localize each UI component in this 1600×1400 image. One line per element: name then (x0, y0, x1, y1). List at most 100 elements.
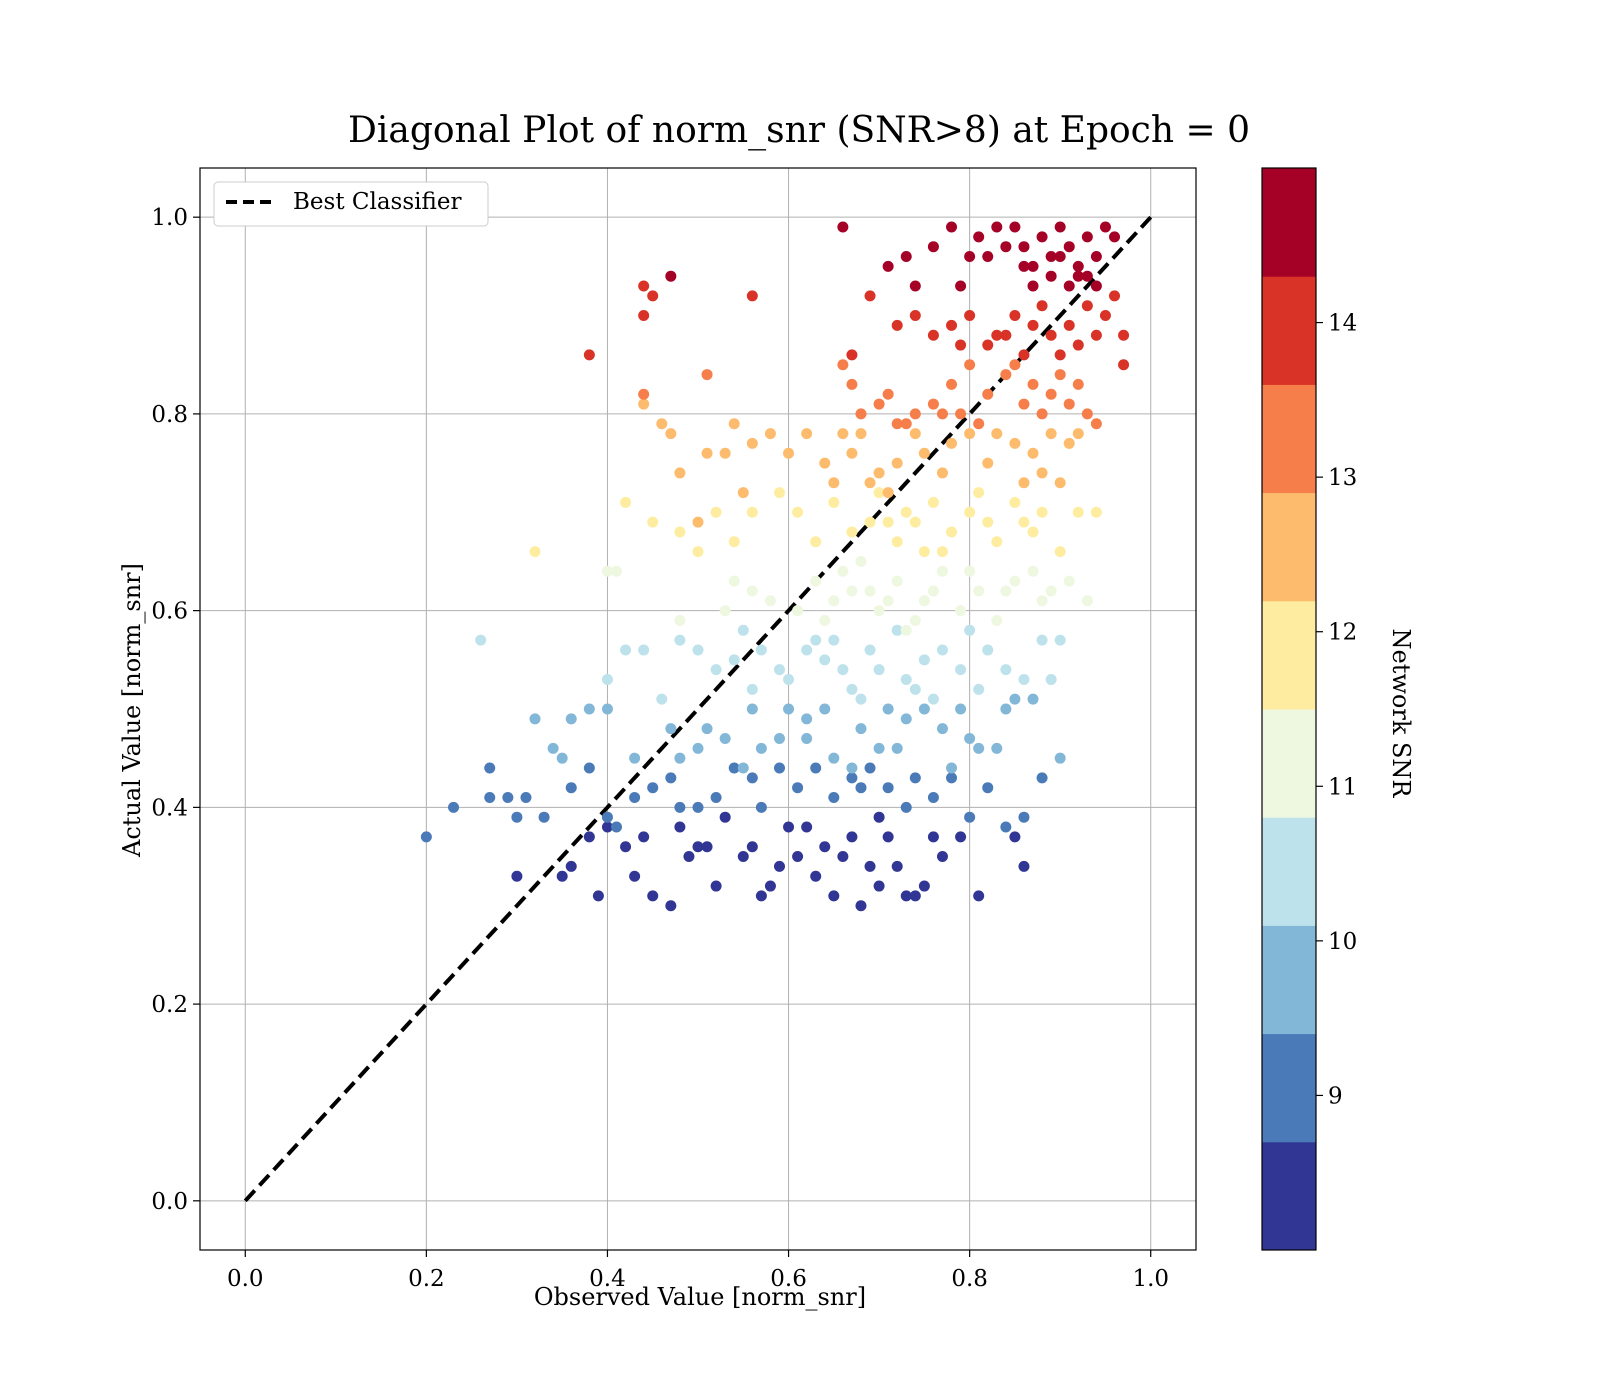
scatter-point (946, 437, 958, 449)
scatter-point (891, 624, 903, 636)
scatter-point (692, 546, 704, 558)
scatter-point (601, 673, 613, 685)
scatter-point (882, 595, 894, 607)
scatter-point (719, 733, 731, 745)
scatter-point (792, 782, 804, 794)
scatter-point (873, 398, 885, 410)
scatter-point (828, 792, 840, 804)
scatter-point (1045, 329, 1057, 341)
colorbar-tick-label: 11 (1328, 774, 1357, 800)
scatter-point (538, 811, 550, 823)
scatter-point (991, 742, 1003, 754)
scatter-point (955, 408, 967, 420)
scatter-point (909, 614, 921, 626)
scatter-point (801, 733, 813, 745)
scatter-point (764, 428, 776, 440)
scatter-point (828, 496, 840, 508)
scatter-point (638, 310, 650, 322)
scatter-point (855, 408, 867, 420)
scatter-point (629, 870, 641, 882)
scatter-point (583, 831, 595, 843)
scatter-point (1009, 831, 1021, 843)
scatter-point (728, 575, 740, 587)
scatter-point (448, 801, 460, 813)
scatter-point (1036, 467, 1048, 479)
scatter-point (1109, 290, 1121, 302)
scatter-point (1045, 673, 1057, 685)
scatter-point (900, 673, 912, 685)
scatter-point (982, 339, 994, 351)
scatter-point (846, 447, 858, 459)
scatter-point (656, 693, 668, 705)
scatter-point (936, 723, 948, 735)
scatter-point (710, 792, 722, 804)
scatter-point (1036, 772, 1048, 784)
scatter-point (1000, 329, 1012, 341)
scatter-point (882, 388, 894, 400)
scatter-point (701, 369, 713, 381)
scatter-point (882, 487, 894, 499)
scatter-point (1036, 595, 1048, 607)
scatter-point (936, 546, 948, 558)
y-tick-label: 0.6 (151, 599, 188, 625)
scatter-point (946, 319, 958, 331)
scatter-point (783, 821, 795, 833)
scatter-point (1063, 575, 1075, 587)
y-tick-label: 0.4 (151, 795, 188, 821)
scatter-point (1090, 251, 1102, 263)
scatter-point (918, 595, 930, 607)
scatter-point (991, 329, 1003, 341)
scatter-point (855, 428, 867, 440)
scatter-point (556, 752, 568, 764)
scatter-point (846, 349, 858, 361)
x-tick-label: 0.0 (227, 1266, 264, 1292)
scatter-point (683, 851, 695, 863)
colorbar-tick-label: 9 (1328, 1083, 1343, 1109)
scatter-point (737, 487, 749, 499)
scatter-point (1072, 270, 1084, 282)
scatter-point (1036, 634, 1048, 646)
scatter-point (955, 664, 967, 676)
scatter-point (1027, 319, 1039, 331)
scatter-point (601, 565, 613, 577)
scatter-point (900, 251, 912, 263)
scatter-point (927, 241, 939, 253)
scatter-point (855, 555, 867, 567)
scatter-point (1054, 546, 1066, 558)
scatter-point (1063, 319, 1075, 331)
scatter-point (846, 683, 858, 695)
scatter-point (674, 752, 686, 764)
scatter-point (891, 418, 903, 430)
scatter-point (601, 703, 613, 715)
y-axis-label: Actual Value [norm_snr] (118, 563, 146, 858)
scatter-point (828, 477, 840, 489)
scatter-point (484, 762, 496, 774)
scatter-point (1027, 447, 1039, 459)
scatter-point (955, 339, 967, 351)
scatter-point (592, 890, 604, 902)
scatter-point (873, 811, 885, 823)
scatter-point (420, 831, 432, 843)
scatter-point (755, 644, 767, 656)
scatter-point (701, 841, 713, 853)
scatter-point (737, 762, 749, 774)
scatter-point (692, 516, 704, 528)
scatter-point (955, 605, 967, 617)
scatter-point (991, 614, 1003, 626)
scatter-point (1000, 585, 1012, 597)
scatter-point (674, 526, 686, 538)
scatter-point (946, 762, 958, 774)
colorbar-segment (1262, 709, 1316, 818)
scatter-point (1063, 241, 1075, 253)
scatter-point (1009, 359, 1021, 371)
scatter-point (692, 801, 704, 813)
scatter-point (828, 752, 840, 764)
scatter-point (1009, 693, 1021, 705)
scatter-point (900, 624, 912, 636)
scatter-point (1009, 221, 1021, 233)
scatter-point (746, 290, 758, 302)
scatter-point (674, 467, 686, 479)
scatter-point (964, 310, 976, 322)
x-axis-ticks: 0.0 0.2 0.4 0.6 0.8 1.0 (227, 1250, 1169, 1292)
scatter-point (1072, 339, 1084, 351)
